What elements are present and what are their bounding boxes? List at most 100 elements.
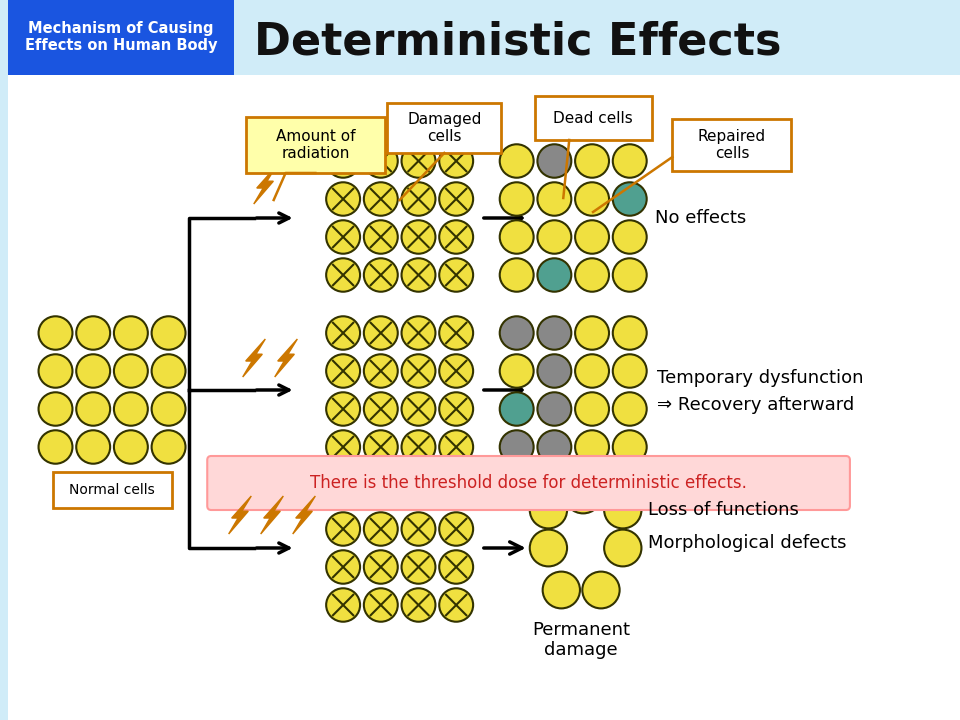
- Ellipse shape: [604, 530, 641, 567]
- Ellipse shape: [612, 144, 647, 178]
- Ellipse shape: [364, 392, 397, 426]
- Ellipse shape: [326, 588, 360, 621]
- Ellipse shape: [401, 474, 436, 508]
- Ellipse shape: [364, 354, 397, 387]
- Ellipse shape: [612, 258, 647, 292]
- Ellipse shape: [538, 182, 571, 216]
- Ellipse shape: [326, 258, 360, 292]
- Ellipse shape: [76, 316, 110, 350]
- Ellipse shape: [530, 492, 567, 528]
- Ellipse shape: [583, 572, 619, 608]
- Text: No effects: No effects: [655, 209, 746, 227]
- Ellipse shape: [364, 220, 397, 253]
- Ellipse shape: [612, 220, 647, 253]
- FancyBboxPatch shape: [207, 456, 850, 510]
- Text: Damaged
cells: Damaged cells: [407, 112, 482, 144]
- Ellipse shape: [38, 431, 72, 464]
- Ellipse shape: [575, 144, 609, 178]
- Ellipse shape: [575, 354, 609, 387]
- Ellipse shape: [76, 354, 110, 387]
- Ellipse shape: [575, 431, 609, 464]
- Ellipse shape: [612, 354, 647, 387]
- FancyBboxPatch shape: [8, 0, 960, 75]
- Ellipse shape: [500, 182, 534, 216]
- Ellipse shape: [575, 392, 609, 426]
- Ellipse shape: [152, 431, 185, 464]
- Ellipse shape: [326, 431, 360, 464]
- Text: Deterministic Effects: Deterministic Effects: [253, 20, 781, 63]
- Ellipse shape: [364, 588, 397, 621]
- Ellipse shape: [538, 258, 571, 292]
- Ellipse shape: [401, 588, 436, 621]
- Ellipse shape: [152, 354, 185, 387]
- FancyBboxPatch shape: [8, 0, 234, 75]
- Ellipse shape: [364, 258, 397, 292]
- Ellipse shape: [500, 392, 534, 426]
- Ellipse shape: [440, 550, 473, 584]
- Text: Temporary dysfunction: Temporary dysfunction: [657, 369, 863, 387]
- Ellipse shape: [38, 354, 72, 387]
- Polygon shape: [275, 339, 298, 377]
- Ellipse shape: [440, 182, 473, 216]
- Ellipse shape: [326, 550, 360, 584]
- Ellipse shape: [401, 220, 436, 253]
- Ellipse shape: [364, 182, 397, 216]
- Text: Amount of
radiation: Amount of radiation: [276, 129, 355, 161]
- Ellipse shape: [326, 354, 360, 387]
- Ellipse shape: [326, 144, 360, 178]
- Ellipse shape: [38, 316, 72, 350]
- Ellipse shape: [401, 354, 436, 387]
- Ellipse shape: [440, 431, 473, 464]
- Ellipse shape: [326, 513, 360, 546]
- Ellipse shape: [440, 220, 473, 253]
- Ellipse shape: [564, 477, 602, 513]
- FancyBboxPatch shape: [8, 75, 960, 720]
- Ellipse shape: [38, 392, 72, 426]
- Ellipse shape: [152, 392, 185, 426]
- Ellipse shape: [326, 316, 360, 350]
- Ellipse shape: [500, 220, 534, 253]
- Ellipse shape: [500, 316, 534, 350]
- FancyBboxPatch shape: [535, 96, 652, 140]
- Text: There is the threshold dose for deterministic effects.: There is the threshold dose for determin…: [310, 474, 747, 492]
- FancyBboxPatch shape: [672, 119, 791, 171]
- Ellipse shape: [440, 588, 473, 621]
- Ellipse shape: [440, 258, 473, 292]
- Ellipse shape: [604, 492, 641, 528]
- Polygon shape: [243, 339, 265, 377]
- Text: Loss of functions: Loss of functions: [648, 501, 799, 519]
- Ellipse shape: [401, 316, 436, 350]
- Ellipse shape: [326, 392, 360, 426]
- Ellipse shape: [401, 431, 436, 464]
- Ellipse shape: [440, 144, 473, 178]
- Ellipse shape: [500, 354, 534, 387]
- Ellipse shape: [364, 513, 397, 546]
- Ellipse shape: [530, 530, 567, 567]
- Ellipse shape: [575, 220, 609, 253]
- Ellipse shape: [575, 182, 609, 216]
- Ellipse shape: [440, 513, 473, 546]
- FancyBboxPatch shape: [53, 472, 172, 508]
- Ellipse shape: [500, 258, 534, 292]
- Ellipse shape: [575, 258, 609, 292]
- Ellipse shape: [440, 316, 473, 350]
- Ellipse shape: [500, 431, 534, 464]
- Ellipse shape: [575, 316, 609, 350]
- Ellipse shape: [401, 144, 436, 178]
- Ellipse shape: [114, 316, 148, 350]
- Ellipse shape: [401, 182, 436, 216]
- Ellipse shape: [76, 431, 110, 464]
- Ellipse shape: [440, 354, 473, 387]
- Ellipse shape: [538, 354, 571, 387]
- Ellipse shape: [76, 392, 110, 426]
- Ellipse shape: [152, 316, 185, 350]
- Ellipse shape: [114, 392, 148, 426]
- Ellipse shape: [612, 392, 647, 426]
- Ellipse shape: [326, 220, 360, 253]
- Ellipse shape: [538, 431, 571, 464]
- Ellipse shape: [364, 431, 397, 464]
- FancyBboxPatch shape: [246, 117, 385, 173]
- Ellipse shape: [326, 182, 360, 216]
- Ellipse shape: [364, 474, 397, 508]
- Polygon shape: [253, 166, 276, 204]
